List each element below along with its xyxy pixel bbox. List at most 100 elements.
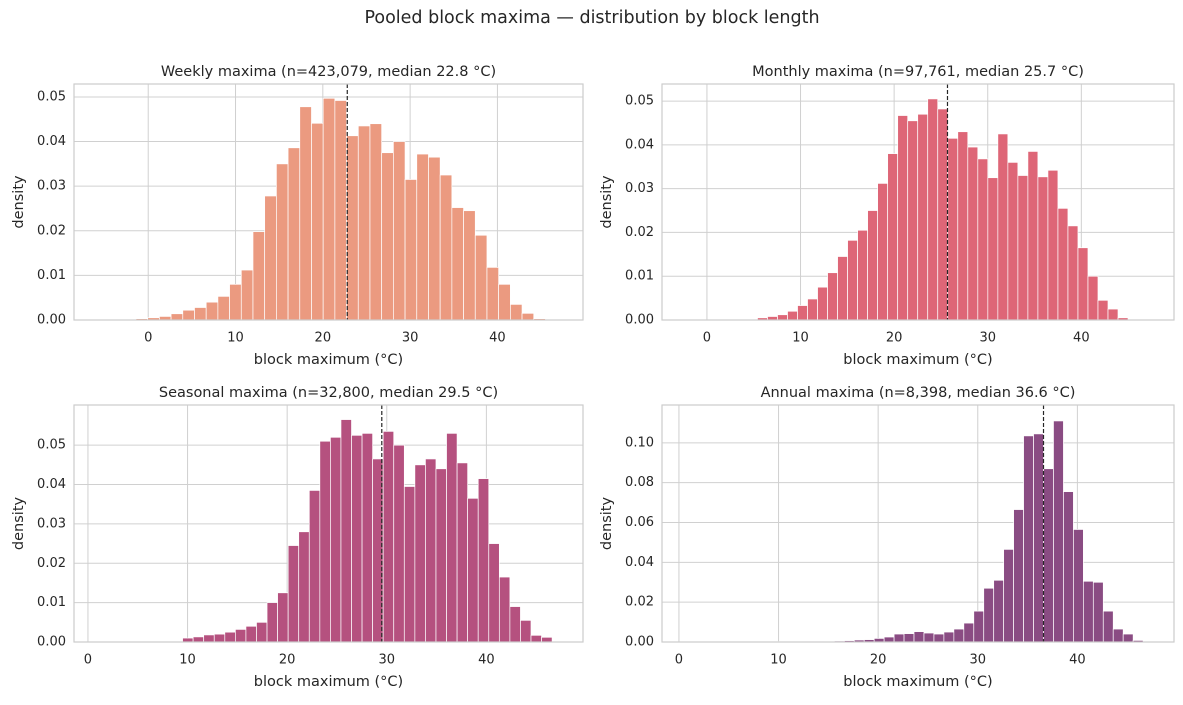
subplot-title: Seasonal maxima (n=32,800, median 29.5 °… [159, 385, 498, 401]
bar [1093, 582, 1103, 642]
bar [928, 99, 938, 320]
y-tick-label: 0.05 [625, 94, 654, 109]
bar [330, 437, 341, 642]
y-tick-label: 0.00 [37, 635, 66, 650]
bar [1098, 300, 1108, 320]
y-tick-label: 0.00 [37, 313, 66, 328]
bar [938, 109, 948, 320]
bar [478, 479, 489, 642]
y-tick-label: 0.03 [625, 181, 654, 196]
bar [510, 607, 521, 642]
x-tick-label: 10 [227, 331, 244, 346]
bar [206, 302, 218, 320]
bar [464, 211, 476, 320]
bar [204, 635, 215, 642]
bar [489, 544, 500, 642]
bar [452, 208, 464, 320]
bar [1018, 176, 1028, 320]
bar [362, 433, 373, 642]
bar [193, 637, 204, 642]
bar [241, 270, 253, 320]
bar [1014, 510, 1024, 642]
bar [394, 445, 405, 642]
bar [440, 175, 452, 320]
y-axis-label: density [599, 175, 615, 229]
bar [383, 431, 394, 642]
bar [1108, 309, 1118, 320]
x-tick-label: 10 [792, 331, 809, 346]
y-tick-label: 0.00 [625, 313, 654, 328]
x-tick-label: 0 [675, 653, 683, 668]
x-tick-label: 30 [378, 653, 395, 668]
y-tick-label: 0.10 [625, 435, 654, 450]
bar [253, 232, 265, 320]
x-tick-label: 0 [703, 331, 711, 346]
x-tick-label: 20 [886, 331, 903, 346]
bar [499, 284, 511, 320]
bar [225, 632, 236, 642]
y-tick-label: 0.04 [625, 555, 654, 570]
bar [288, 148, 300, 320]
bar [278, 593, 289, 642]
x-axis-label: block maximum (°C) [843, 352, 992, 368]
bar [382, 153, 394, 320]
subplot-title: Annual maxima (n=8,398, median 36.6 °C) [761, 385, 1076, 401]
bar [948, 138, 958, 320]
bar [341, 420, 352, 642]
bar [818, 287, 828, 320]
bar [954, 629, 964, 642]
bar [1038, 177, 1048, 320]
bar [404, 486, 415, 642]
bar [218, 296, 230, 320]
x-tick-label: 0 [144, 331, 152, 346]
bar [904, 634, 914, 642]
bar [1048, 170, 1058, 320]
bar [352, 435, 363, 642]
bar [828, 273, 838, 320]
bar [311, 123, 323, 320]
bar [393, 142, 405, 320]
bar [1068, 226, 1078, 320]
bar [415, 465, 426, 642]
y-tick-label: 0.04 [625, 137, 654, 152]
x-tick-label: 20 [870, 653, 887, 668]
bar [778, 315, 788, 320]
bar [958, 132, 968, 320]
bar [974, 611, 984, 642]
bar [1083, 581, 1093, 642]
bar [1024, 436, 1034, 642]
x-tick-label: 40 [1069, 653, 1086, 668]
bar [235, 629, 246, 642]
bar [788, 311, 798, 320]
bar [1044, 469, 1054, 642]
subplot-title: Weekly maxima (n=423,079, median 22.8 °C… [161, 64, 496, 80]
y-tick-label: 0.03 [37, 516, 66, 531]
bar [347, 136, 359, 320]
bar [531, 635, 542, 642]
bar [370, 124, 382, 320]
bar [265, 196, 277, 320]
bar [994, 580, 1004, 642]
x-axis-label: block maximum (°C) [254, 352, 403, 368]
bar [417, 154, 429, 320]
bar [968, 147, 978, 320]
y-tick-label: 0.06 [625, 515, 654, 530]
y-tick-label: 0.03 [37, 179, 66, 194]
bar [988, 178, 998, 320]
y-tick-label: 0.04 [37, 134, 66, 149]
bar [323, 98, 335, 320]
x-tick-label: 40 [478, 653, 495, 668]
y-tick-label: 0.02 [625, 595, 654, 610]
bar [499, 577, 510, 642]
bar [838, 257, 848, 320]
bar [522, 313, 534, 320]
y-tick-label: 0.05 [37, 438, 66, 453]
bar [908, 121, 918, 320]
bar [1113, 629, 1123, 642]
y-tick-label: 0.01 [37, 595, 66, 610]
bar [183, 310, 195, 320]
bar [358, 126, 370, 320]
bar [300, 107, 312, 320]
bar [520, 620, 531, 642]
